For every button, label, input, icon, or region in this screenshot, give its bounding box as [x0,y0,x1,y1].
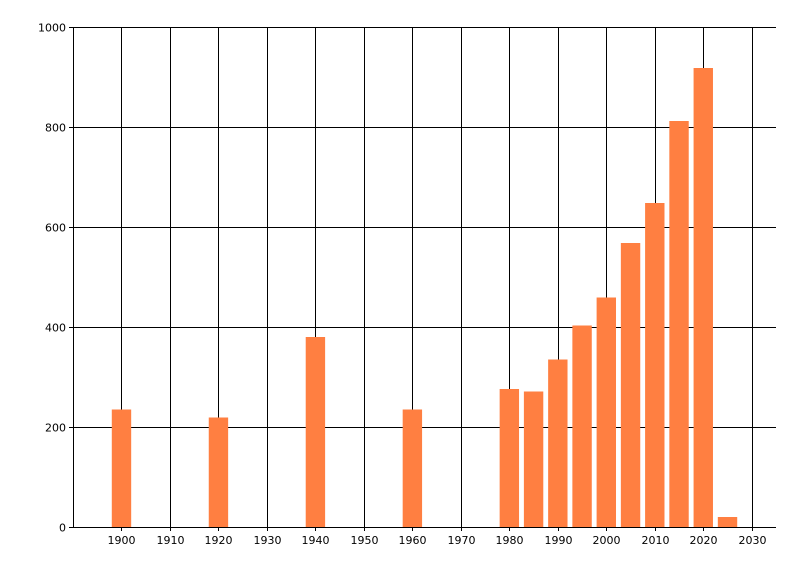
bar [402,409,423,527]
x-tick-label: 1960 [399,534,427,547]
y-tick-label: 800 [45,122,66,135]
bar [305,337,326,527]
y-tick-label: 600 [45,222,66,235]
x-tick-label: 1940 [302,534,330,547]
x-tick-label: 2000 [593,534,621,547]
y-tick-label: 0 [59,522,66,535]
bar [596,297,617,527]
x-tick-label: 1910 [157,534,185,547]
x-tick-label: 1950 [351,534,379,547]
y-tick-label: 400 [45,322,66,335]
x-tick-label: 1970 [448,534,476,547]
bar [645,203,665,527]
x-tick-label: 1990 [545,534,573,547]
x-tick-label: 1980 [496,534,524,547]
x-tick-label: 2020 [690,534,718,547]
bar [111,409,132,527]
x-tick-label: 2030 [739,534,767,547]
bar-layer [111,68,738,527]
x-tick-label: 1900 [108,534,136,547]
x-tick-label: 2010 [642,534,670,547]
x-tick-label: 1920 [205,534,233,547]
bar [523,391,544,527]
bar [620,243,641,527]
bar [717,517,738,527]
y-tick-label: 200 [45,422,66,435]
y-tick-label: 1000 [38,22,66,35]
bar [669,121,689,527]
axis-layer: 1900 1910 1920 1930 1940 1950 1960 1970 1980 1990… [38,22,776,547]
bar [499,389,520,527]
x-tick-label: 1930 [254,534,282,547]
bar [208,417,229,527]
bar [693,68,713,527]
bar [572,325,592,527]
bar [548,359,568,527]
